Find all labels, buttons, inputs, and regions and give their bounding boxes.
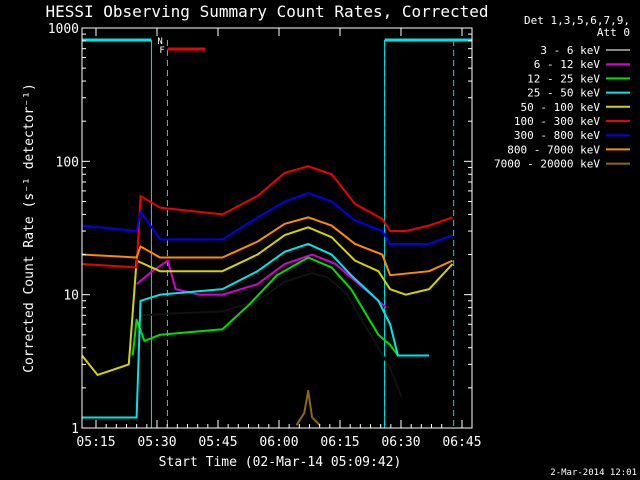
footer-date: 2-Mar-2014 12:01: [550, 468, 637, 478]
x-tick-label-5: 06:30: [381, 435, 420, 450]
series-line-0: [135, 272, 403, 398]
x-tick-label-6: 06:45: [442, 435, 481, 450]
legend-label-3: 25 - 50 keV: [527, 87, 600, 100]
series-line-4: [81, 226, 454, 376]
series-line-5: [81, 165, 453, 269]
y-tick-label-2: 100: [56, 155, 79, 170]
series-line-6: [81, 191, 453, 245]
x-tick-label-2: 05:45: [198, 435, 237, 450]
legend-label-7: 800 - 7000 keV: [507, 143, 600, 156]
series-line-3: [82, 242, 430, 419]
x-tick-label-0: 05:15: [76, 435, 115, 450]
night-label: N: [157, 37, 162, 47]
legend-header-0: Det 1,3,5,6,7,9,: [524, 14, 630, 27]
y-axis-label: Corrected Count Rate (s⁻¹ detector⁻¹): [22, 83, 37, 373]
chart-title: HESSI Observing Summary Count Rates, Cor…: [45, 2, 488, 21]
x-tick-label-1: 05:30: [137, 435, 176, 450]
legend-label-8: 7000 - 20000 keV: [494, 158, 600, 171]
flare-label: F: [159, 46, 164, 56]
series-line-2: [131, 256, 399, 357]
y-tick-label-3: 1000: [48, 22, 79, 37]
legend-label-2: 12 - 25 keV: [527, 72, 600, 85]
x-axis-label: Start Time (02-Mar-14 05:09:42): [159, 455, 402, 470]
legend-label-5: 100 - 300 keV: [514, 115, 600, 128]
legend-label-0: 3 - 6 keV: [540, 44, 600, 57]
x-tick-label-3: 06:00: [259, 435, 298, 450]
legend-header-1: Att 0: [597, 26, 630, 39]
legend-label-1: 6 - 12 keV: [534, 58, 601, 71]
plot-frame: [81, 27, 473, 429]
y-tick-label-1: 10: [63, 289, 79, 304]
legend-label-4: 50 - 100 keV: [521, 101, 601, 114]
series-line-1: [135, 253, 387, 309]
y-tick-label-0: 1: [71, 422, 79, 437]
legend-label-6: 300 - 800 keV: [514, 129, 600, 142]
x-tick-label-4: 06:15: [320, 435, 359, 450]
plot-area: NF 1 10 100 1000 05:15 05:30 05:45 06:00 06:15 06:…: [48, 22, 482, 450]
series-line-7: [81, 216, 453, 277]
series-line-8: [295, 389, 321, 426]
